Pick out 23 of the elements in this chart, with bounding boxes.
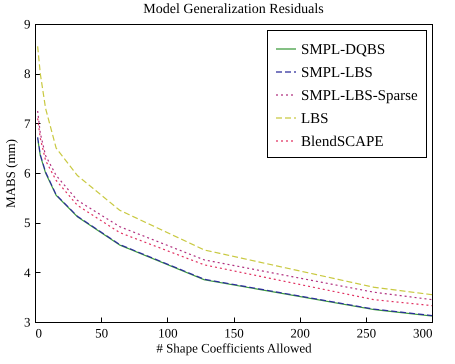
y-tick-label: 7 [24, 116, 31, 131]
x-tick-label: 200 [290, 326, 310, 340]
line-series [37, 46, 433, 296]
y-axis-title: MABS (mm) [3, 139, 18, 208]
y-tick-label: 4 [24, 264, 31, 280]
y-tick-label: 5 [24, 215, 30, 230]
y-tick-label: 9 [24, 16, 30, 32]
x-tick-label: 250 [356, 326, 376, 340]
y-tick-label: 8 [24, 66, 30, 82]
x-tick-label: 300 [413, 326, 432, 340]
y-tick-label: 3 [24, 314, 30, 330]
legend-label: SMPL-DQBS [301, 42, 386, 58]
x-tick-label: 0 [36, 326, 42, 340]
legend-label: SMPL-LBS [301, 65, 373, 81]
legend-label: LBS [301, 111, 329, 127]
x-tick-label: 100 [158, 326, 178, 340]
x-axis-title: # Shape Coefficients Allowed [156, 340, 312, 356]
y-tick-label: 6 [24, 166, 31, 180]
x-tick-label: 150 [224, 326, 244, 340]
legend-label: SMPL-LBS-Sparse [301, 88, 418, 104]
chart-title: Model Generalization Residuals [143, 2, 324, 17]
legend-label: BlendSCAPE [301, 134, 384, 150]
x-tick-label: 50 [95, 326, 108, 340]
